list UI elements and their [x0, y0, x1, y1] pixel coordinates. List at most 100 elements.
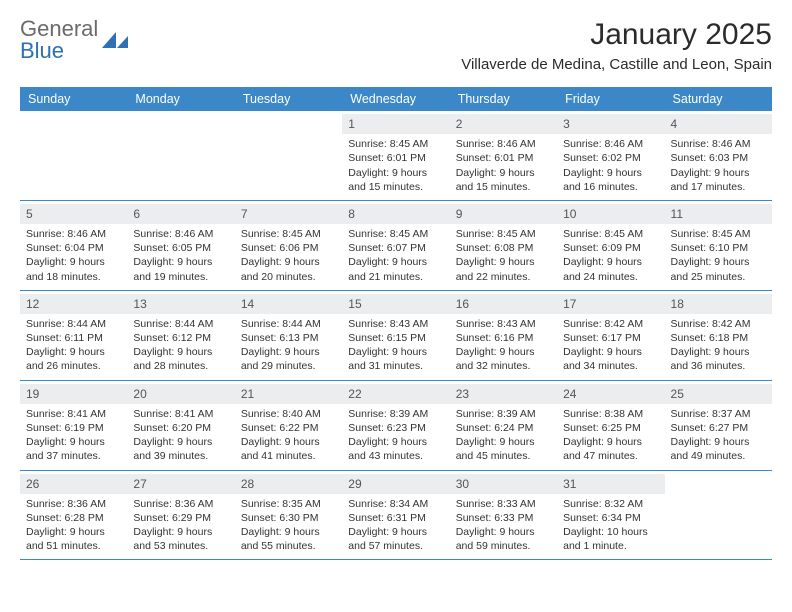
day-cell: 6Sunrise: 8:46 AMSunset: 6:05 PMDaylight…	[127, 201, 234, 290]
day-cell	[235, 111, 342, 200]
month-title: January 2025	[461, 18, 772, 52]
daylight2-text: and 15 minutes.	[456, 180, 551, 194]
daylight1-text: Daylight: 9 hours	[348, 166, 443, 180]
weekday-header: Sunday	[20, 87, 127, 111]
daylight2-text: and 45 minutes.	[456, 449, 551, 463]
calendar: Sunday Monday Tuesday Wednesday Thursday…	[20, 87, 772, 560]
daylight1-text: Daylight: 9 hours	[133, 345, 228, 359]
daylight2-text: and 17 minutes.	[671, 180, 766, 194]
sunset-text: Sunset: 6:04 PM	[26, 241, 121, 255]
day-cell: 4 Sunrise: 8:46 AMSunset: 6:03 PMDaylight…	[665, 111, 772, 200]
sunrise-text: Sunrise: 8:36 AM	[133, 497, 228, 511]
day-cell	[127, 111, 234, 200]
weekday-header: Saturday	[665, 87, 772, 111]
daylight2-text: and 59 minutes.	[456, 539, 551, 553]
sunrise-text: Sunrise: 8:44 AM	[26, 317, 121, 331]
day-cell: 19Sunrise: 8:41 AMSunset: 6:19 PMDayligh…	[20, 381, 127, 470]
daylight1-text: Daylight: 9 hours	[563, 435, 658, 449]
weekday-header: Friday	[557, 87, 664, 111]
day-number: 23	[450, 384, 557, 404]
day-number: 11	[665, 204, 772, 224]
daylight1-text: Daylight: 9 hours	[348, 255, 443, 269]
sunset-text: Sunset: 6:03 PM	[671, 151, 766, 165]
day-number: 1	[342, 114, 449, 134]
daylight2-text: and 36 minutes.	[671, 359, 766, 373]
day-cell: 1Sunrise: 8:45 AMSunset: 6:01 PMDaylight…	[342, 111, 449, 200]
sunset-text: Sunset: 6:05 PM	[133, 241, 228, 255]
sunrise-text: Sunrise: 8:33 AM	[456, 497, 551, 511]
day-cell: 7Sunrise: 8:45 AMSunset: 6:06 PMDaylight…	[235, 201, 342, 290]
sunrise-text: Sunrise: 8:32 AM	[563, 497, 658, 511]
sunset-text: Sunset: 6:17 PM	[563, 331, 658, 345]
day-number: 22	[342, 384, 449, 404]
daylight2-text: and 19 minutes.	[133, 270, 228, 284]
daylight2-text: and 18 minutes.	[26, 270, 121, 284]
day-cell: 13Sunrise: 8:44 AMSunset: 6:12 PMDayligh…	[127, 291, 234, 380]
weekday-header: Monday	[127, 87, 234, 111]
sunrise-text: Sunrise: 8:46 AM	[26, 227, 121, 241]
brand-text: General Blue	[20, 18, 98, 62]
day-number: 5	[20, 204, 127, 224]
daylight1-text: Daylight: 9 hours	[671, 166, 766, 180]
weeks-container: 1Sunrise: 8:45 AMSunset: 6:01 PMDaylight…	[20, 111, 772, 560]
sunrise-text: Sunrise: 8:43 AM	[348, 317, 443, 331]
daylight1-text: Daylight: 10 hours	[563, 525, 658, 539]
daylight2-text: and 25 minutes.	[671, 270, 766, 284]
daylight1-text: Daylight: 9 hours	[241, 345, 336, 359]
daylight2-text: and 51 minutes.	[26, 539, 121, 553]
sunset-text: Sunset: 6:34 PM	[563, 511, 658, 525]
sunrise-text: Sunrise: 8:46 AM	[563, 137, 658, 151]
sunset-text: Sunset: 6:23 PM	[348, 421, 443, 435]
sunset-text: Sunset: 6:01 PM	[348, 151, 443, 165]
day-number: 31	[557, 474, 664, 494]
day-number: 19	[20, 384, 127, 404]
daylight1-text: Daylight: 9 hours	[456, 255, 551, 269]
daylight1-text: Daylight: 9 hours	[456, 525, 551, 539]
day-number: 6	[127, 204, 234, 224]
day-number: 24	[557, 384, 664, 404]
daylight1-text: Daylight: 9 hours	[241, 525, 336, 539]
daylight2-text: and 34 minutes.	[563, 359, 658, 373]
day-number: 12	[20, 294, 127, 314]
day-cell: 14Sunrise: 8:44 AMSunset: 6:13 PMDayligh…	[235, 291, 342, 380]
sunset-text: Sunset: 6:30 PM	[241, 511, 336, 525]
week-row: 12 Sunrise: 8:44 AMSunset: 6:11 PM Dayligh…	[20, 291, 772, 381]
day-number: 4	[665, 114, 772, 134]
sunset-text: Sunset: 6:22 PM	[241, 421, 336, 435]
daylight1-text: Daylight: 9 hours	[563, 345, 658, 359]
daylight2-text: and 1 minute.	[563, 539, 658, 553]
daylight2-text: and 29 minutes.	[241, 359, 336, 373]
day-cell: 15Sunrise: 8:43 AMSunset: 6:15 PMDayligh…	[342, 291, 449, 380]
day-cell: 18Sunrise: 8:42 AMSunset: 6:18 PMDayligh…	[665, 291, 772, 380]
day-cell: 9Sunrise: 8:45 AMSunset: 6:08 PMDaylight…	[450, 201, 557, 290]
daylight1-text: Daylight: 9 hours	[26, 435, 121, 449]
day-number: 15	[342, 294, 449, 314]
week-row: 5Sunrise: 8:46 AMSunset: 6:04 PMDaylight…	[20, 201, 772, 291]
brand-sail-icon	[102, 30, 130, 50]
day-number: 20	[127, 384, 234, 404]
sunset-text: Sunset: 6:08 PM	[456, 241, 551, 255]
day-number: 3	[557, 114, 664, 134]
day-cell: 10Sunrise: 8:45 AMSunset: 6:09 PMDayligh…	[557, 201, 664, 290]
sunrise-text: Sunrise: 8:46 AM	[671, 137, 766, 151]
sunrise-text: Sunrise: 8:46 AM	[133, 227, 228, 241]
daylight1-text: Daylight: 9 hours	[348, 345, 443, 359]
sunrise-text: Sunrise: 8:42 AM	[671, 317, 766, 331]
daylight1-text: Daylight: 9 hours	[241, 435, 336, 449]
day-number: 10	[557, 204, 664, 224]
daylight1-text: Daylight: 9 hours	[563, 255, 658, 269]
sunset-text: Sunset: 6:02 PM	[563, 151, 658, 165]
sunset-text: Sunset: 6:18 PM	[671, 331, 766, 345]
sunrise-text: Sunrise: 8:38 AM	[563, 407, 658, 421]
day-number: 14	[235, 294, 342, 314]
sunset-text: Sunset: 6:11 PM	[26, 331, 121, 345]
daylight2-text: and 53 minutes.	[133, 539, 228, 553]
sunrise-text: Sunrise: 8:45 AM	[671, 227, 766, 241]
sunrise-text: Sunrise: 8:43 AM	[456, 317, 551, 331]
sunset-text: Sunset: 6:10 PM	[671, 241, 766, 255]
weekday-header: Tuesday	[235, 87, 342, 111]
daylight2-text: and 55 minutes.	[241, 539, 336, 553]
day-cell: 17Sunrise: 8:42 AMSunset: 6:17 PMDayligh…	[557, 291, 664, 380]
sunrise-text: Sunrise: 8:41 AM	[133, 407, 228, 421]
day-number: 18	[665, 294, 772, 314]
